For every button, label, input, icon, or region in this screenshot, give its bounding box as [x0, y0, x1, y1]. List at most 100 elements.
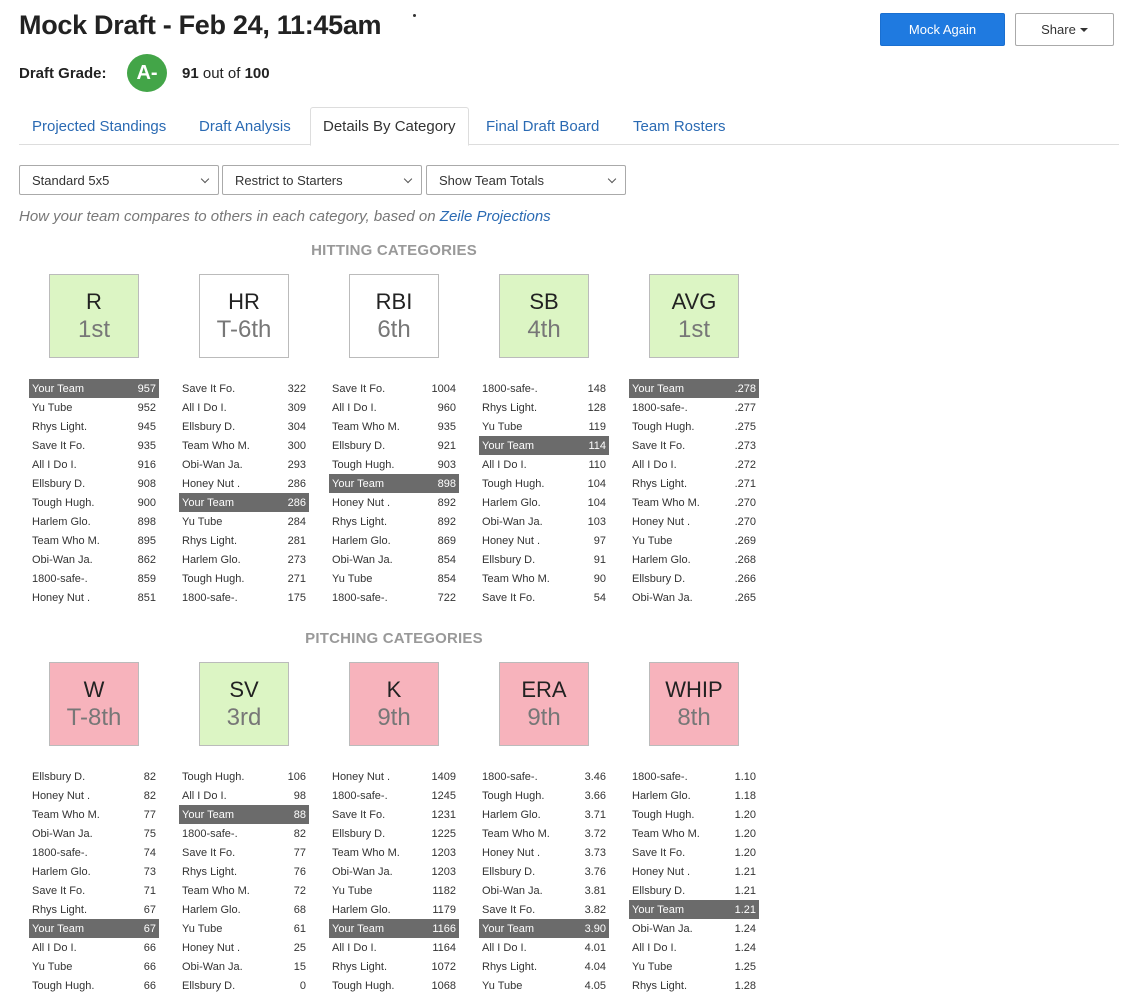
team-name: Team Who M.: [332, 846, 400, 859]
team-value: 284: [287, 515, 306, 528]
mock-again-button[interactable]: Mock Again: [880, 13, 1005, 46]
team-value: 1.24: [734, 941, 756, 954]
tab-projected-standings[interactable]: Projected Standings: [32, 117, 167, 135]
page-title: Mock Draft - Feb 24, 11:45am: [19, 10, 382, 40]
team-name: Harlem Glo.: [632, 789, 691, 802]
team-value: .278: [734, 382, 756, 395]
team-name: Team Who M.: [482, 827, 550, 840]
team-name: Team Who M.: [32, 534, 100, 547]
team-row: Obi-Wan Ja. 75: [29, 824, 159, 843]
team-name: Ellsbury D.: [182, 979, 236, 992]
team-row: Save It Fo. 77: [179, 843, 309, 862]
team-row: Yu Tube 854: [329, 569, 459, 588]
tab-details-by-category[interactable]: Details By Category: [310, 107, 469, 146]
team-name: 1800-safe-.: [182, 827, 238, 840]
team-name: Honey Nut .: [632, 865, 691, 878]
team-value: 103: [587, 515, 606, 528]
team-value: 286: [287, 496, 306, 509]
draft-grade: Draft Grade: A- 91 out of 100: [19, 54, 270, 92]
projections-link[interactable]: Zeile Projections: [439, 208, 551, 225]
team-row: Ellsbury D. 3.76: [479, 862, 609, 881]
category-rank: 8th: [677, 704, 711, 731]
team-value: 1068: [431, 979, 456, 992]
team-row: Ellsbury D. 1.21: [629, 881, 759, 900]
team-name: Rhys Light.: [332, 960, 388, 973]
team-value: 859: [137, 572, 156, 585]
team-value: 75: [143, 827, 156, 840]
team-value: 77: [293, 846, 306, 859]
tab-draft-analysis[interactable]: Draft Analysis: [199, 117, 291, 135]
team-row: Save It Fo. 935: [29, 436, 159, 455]
share-button[interactable]: Share: [1015, 13, 1114, 46]
team-row: Obi-Wan Ja. 854: [329, 550, 459, 569]
team-row: 1800-safe-. 74: [29, 843, 159, 862]
team-name: Yu Tube: [482, 979, 523, 992]
team-value: 908: [137, 477, 156, 490]
team-value: 74: [143, 846, 156, 859]
team-value: 175: [287, 591, 306, 604]
team-row: Obi-Wan Ja. 103: [479, 512, 609, 531]
team-value: 97: [593, 534, 606, 547]
team-row: Honey Nut . 25: [179, 938, 309, 957]
team-value: 322: [287, 382, 306, 395]
your-team-row: Your Team 88: [179, 805, 309, 824]
team-name: Ellsbury D.: [482, 865, 536, 878]
category-list-rbi: Save It Fo. 1004 All I Do I. 960 Team Who M.…: [329, 379, 459, 607]
team-value: 3.90: [584, 922, 606, 935]
team-value: 119: [588, 420, 606, 433]
team-row: All I Do I. 309: [179, 398, 309, 417]
category-list-w: Ellsbury D. 82 Honey Nut . 82 Team Who M. 77 O…: [29, 767, 159, 995]
team-row: 1800-safe-. 722: [329, 588, 459, 607]
team-value: 1.18: [734, 789, 756, 802]
team-name: Your Team: [632, 903, 684, 916]
team-value: .272: [734, 458, 756, 471]
team-name: Honey Nut .: [32, 591, 91, 604]
team-row: Honey Nut . 1409: [329, 767, 459, 786]
team-value: .269: [734, 534, 756, 547]
team-row: Obi-Wan Ja. 1.24: [629, 919, 759, 938]
team-row: Harlem Glo. 898: [29, 512, 159, 531]
team-name: Yu Tube: [632, 534, 673, 547]
team-value: 106: [287, 770, 306, 783]
team-value: 900: [137, 496, 156, 509]
team-row: Tough Hugh. 1068: [329, 976, 459, 995]
team-row: Tough Hugh. 900: [29, 493, 159, 512]
team-value: 854: [437, 572, 456, 585]
team-row: 1800-safe-. 175: [179, 588, 309, 607]
team-value: 1004: [431, 382, 456, 395]
team-value: 66: [143, 960, 156, 973]
team-value: 1225: [431, 827, 456, 840]
tab-final-draft-board[interactable]: Final Draft Board: [486, 117, 600, 135]
format-select-value: Standard 5x5: [32, 172, 110, 188]
team-value: 952: [137, 401, 156, 414]
team-row: Ellsbury D. .266: [629, 569, 759, 588]
team-value: 304: [287, 420, 306, 433]
team-name: All I Do I.: [482, 941, 527, 954]
your-team-row: Your Team 286: [179, 493, 309, 512]
team-value: .277: [734, 401, 756, 414]
team-row: Obi-Wan Ja. .265: [629, 588, 759, 607]
team-row: All I Do I. 1.24: [629, 938, 759, 957]
team-name: Team Who M.: [182, 884, 250, 897]
team-name: Save It Fo.: [632, 439, 686, 452]
team-name: Yu Tube: [332, 884, 373, 897]
category-list-avg: Your Team .278 1800-safe-. .277 Tough Hugh..…: [629, 379, 759, 607]
team-name: Tough Hugh.: [182, 770, 245, 783]
team-value: 66: [143, 941, 156, 954]
team-name: All I Do I.: [332, 401, 377, 414]
format-select[interactable]: Standard 5x5: [19, 165, 219, 195]
category-box-sv: SV 3rd: [199, 662, 289, 746]
tab-team-rosters[interactable]: Team Rosters: [633, 117, 726, 135]
team-value: .273: [734, 439, 756, 452]
team-value: 273: [287, 553, 306, 566]
totals-select[interactable]: Show Team Totals: [426, 165, 626, 195]
team-row: Rhys Light. .271: [629, 474, 759, 493]
team-row: Tough Hugh. 66: [29, 976, 159, 995]
team-row: Ellsbury D. 304: [179, 417, 309, 436]
team-value: 1072: [431, 960, 456, 973]
team-name: Harlem Glo.: [32, 865, 91, 878]
team-value: 82: [293, 827, 306, 840]
roster-select[interactable]: Restrict to Starters: [222, 165, 422, 195]
team-row: Harlem Glo. 1179: [329, 900, 459, 919]
team-name: All I Do I.: [182, 401, 227, 414]
